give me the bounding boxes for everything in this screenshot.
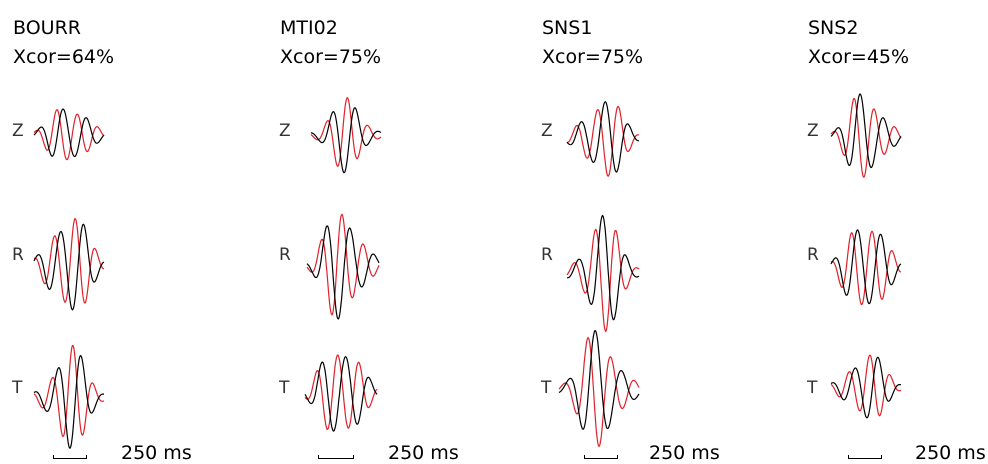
component-label-z: Z <box>279 121 291 141</box>
synthetic-trace <box>33 217 105 304</box>
station-name: SNS2 <box>808 17 859 39</box>
station-name: MTI02 <box>280 17 338 39</box>
observed-trace <box>830 93 902 169</box>
scale-label: 250 ms <box>121 442 192 464</box>
component-label-t: T <box>279 378 290 398</box>
waveform-mti02-r <box>306 213 380 320</box>
station-title: MTI02 Xcor=75% <box>280 14 381 72</box>
station-panel-sns1: SNS1 Xcor=75% Z R T 250 ms <box>529 0 776 464</box>
waveform-bourr-z <box>33 108 105 161</box>
synthetic-trace <box>830 354 902 417</box>
component-label-z: Z <box>12 121 24 141</box>
observed-trace <box>566 101 639 173</box>
synthetic-trace <box>566 228 640 333</box>
station-panel-bourr: BOURR Xcor=64% Z R T 250 ms <box>0 0 247 464</box>
scale-bar <box>848 455 882 459</box>
station-name: SNS1 <box>542 17 593 39</box>
observed-trace <box>830 356 902 419</box>
synthetic-trace <box>33 344 105 438</box>
component-label-r: R <box>807 245 819 265</box>
component-label-t: T <box>807 378 818 398</box>
waveform-sns2-t <box>830 354 902 419</box>
waveform-sns1-z <box>566 101 640 178</box>
waveform-sns2-r <box>830 229 902 306</box>
component-label-z: Z <box>541 121 553 141</box>
waveform-sns2-z <box>830 93 902 178</box>
synthetic-trace <box>304 354 378 430</box>
xcor-value: Xcor=45% <box>808 46 910 68</box>
waveform-bourr-r <box>33 217 105 311</box>
synthetic-trace <box>306 213 380 316</box>
component-label-r: R <box>541 245 553 265</box>
component-label-r: R <box>12 245 24 265</box>
waveform-mti02-z <box>310 97 382 174</box>
component-label-t: T <box>541 378 552 398</box>
observed-trace <box>306 225 380 320</box>
scale-label: 250 ms <box>915 442 986 464</box>
station-name: BOURR <box>13 17 81 39</box>
observed-trace <box>830 229 902 305</box>
station-panel-mti02: MTI02 Xcor=75% Z R T 250 ms <box>267 0 514 464</box>
observed-trace <box>310 107 382 174</box>
station-title: BOURR Xcor=64% <box>13 14 114 72</box>
synthetic-trace <box>830 230 902 306</box>
synthetic-trace <box>566 105 640 178</box>
observed-trace <box>558 329 640 431</box>
xcor-value: Xcor=64% <box>13 46 115 68</box>
synthetic-trace <box>558 336 640 448</box>
observed-trace <box>33 354 105 450</box>
xcor-value: Xcor=75% <box>542 46 644 68</box>
scale-bar <box>53 455 87 459</box>
scale-bar <box>318 455 354 459</box>
synthetic-trace <box>310 97 382 167</box>
component-label-t: T <box>12 378 23 398</box>
station-title: SNS1 Xcor=75% <box>542 14 643 72</box>
waveform-sns1-r <box>566 214 640 333</box>
scale-label: 250 ms <box>388 442 459 464</box>
scale-bar <box>584 455 618 459</box>
waveform-bourr-t <box>33 344 105 450</box>
scale-label: 250 ms <box>649 442 720 464</box>
observed-trace <box>33 108 105 158</box>
observed-trace <box>304 355 378 432</box>
waveform-mti02-t <box>304 354 378 432</box>
xcor-value: Xcor=75% <box>280 46 382 68</box>
observed-trace <box>33 223 105 311</box>
component-label-z: Z <box>807 121 819 141</box>
waveform-sns1-t <box>558 329 640 448</box>
station-title: SNS2 Xcor=45% <box>808 14 909 72</box>
station-panel-sns2: SNS2 Xcor=45% Z R T 250 ms <box>795 0 988 464</box>
component-label-r: R <box>279 245 291 265</box>
observed-trace <box>566 214 640 321</box>
